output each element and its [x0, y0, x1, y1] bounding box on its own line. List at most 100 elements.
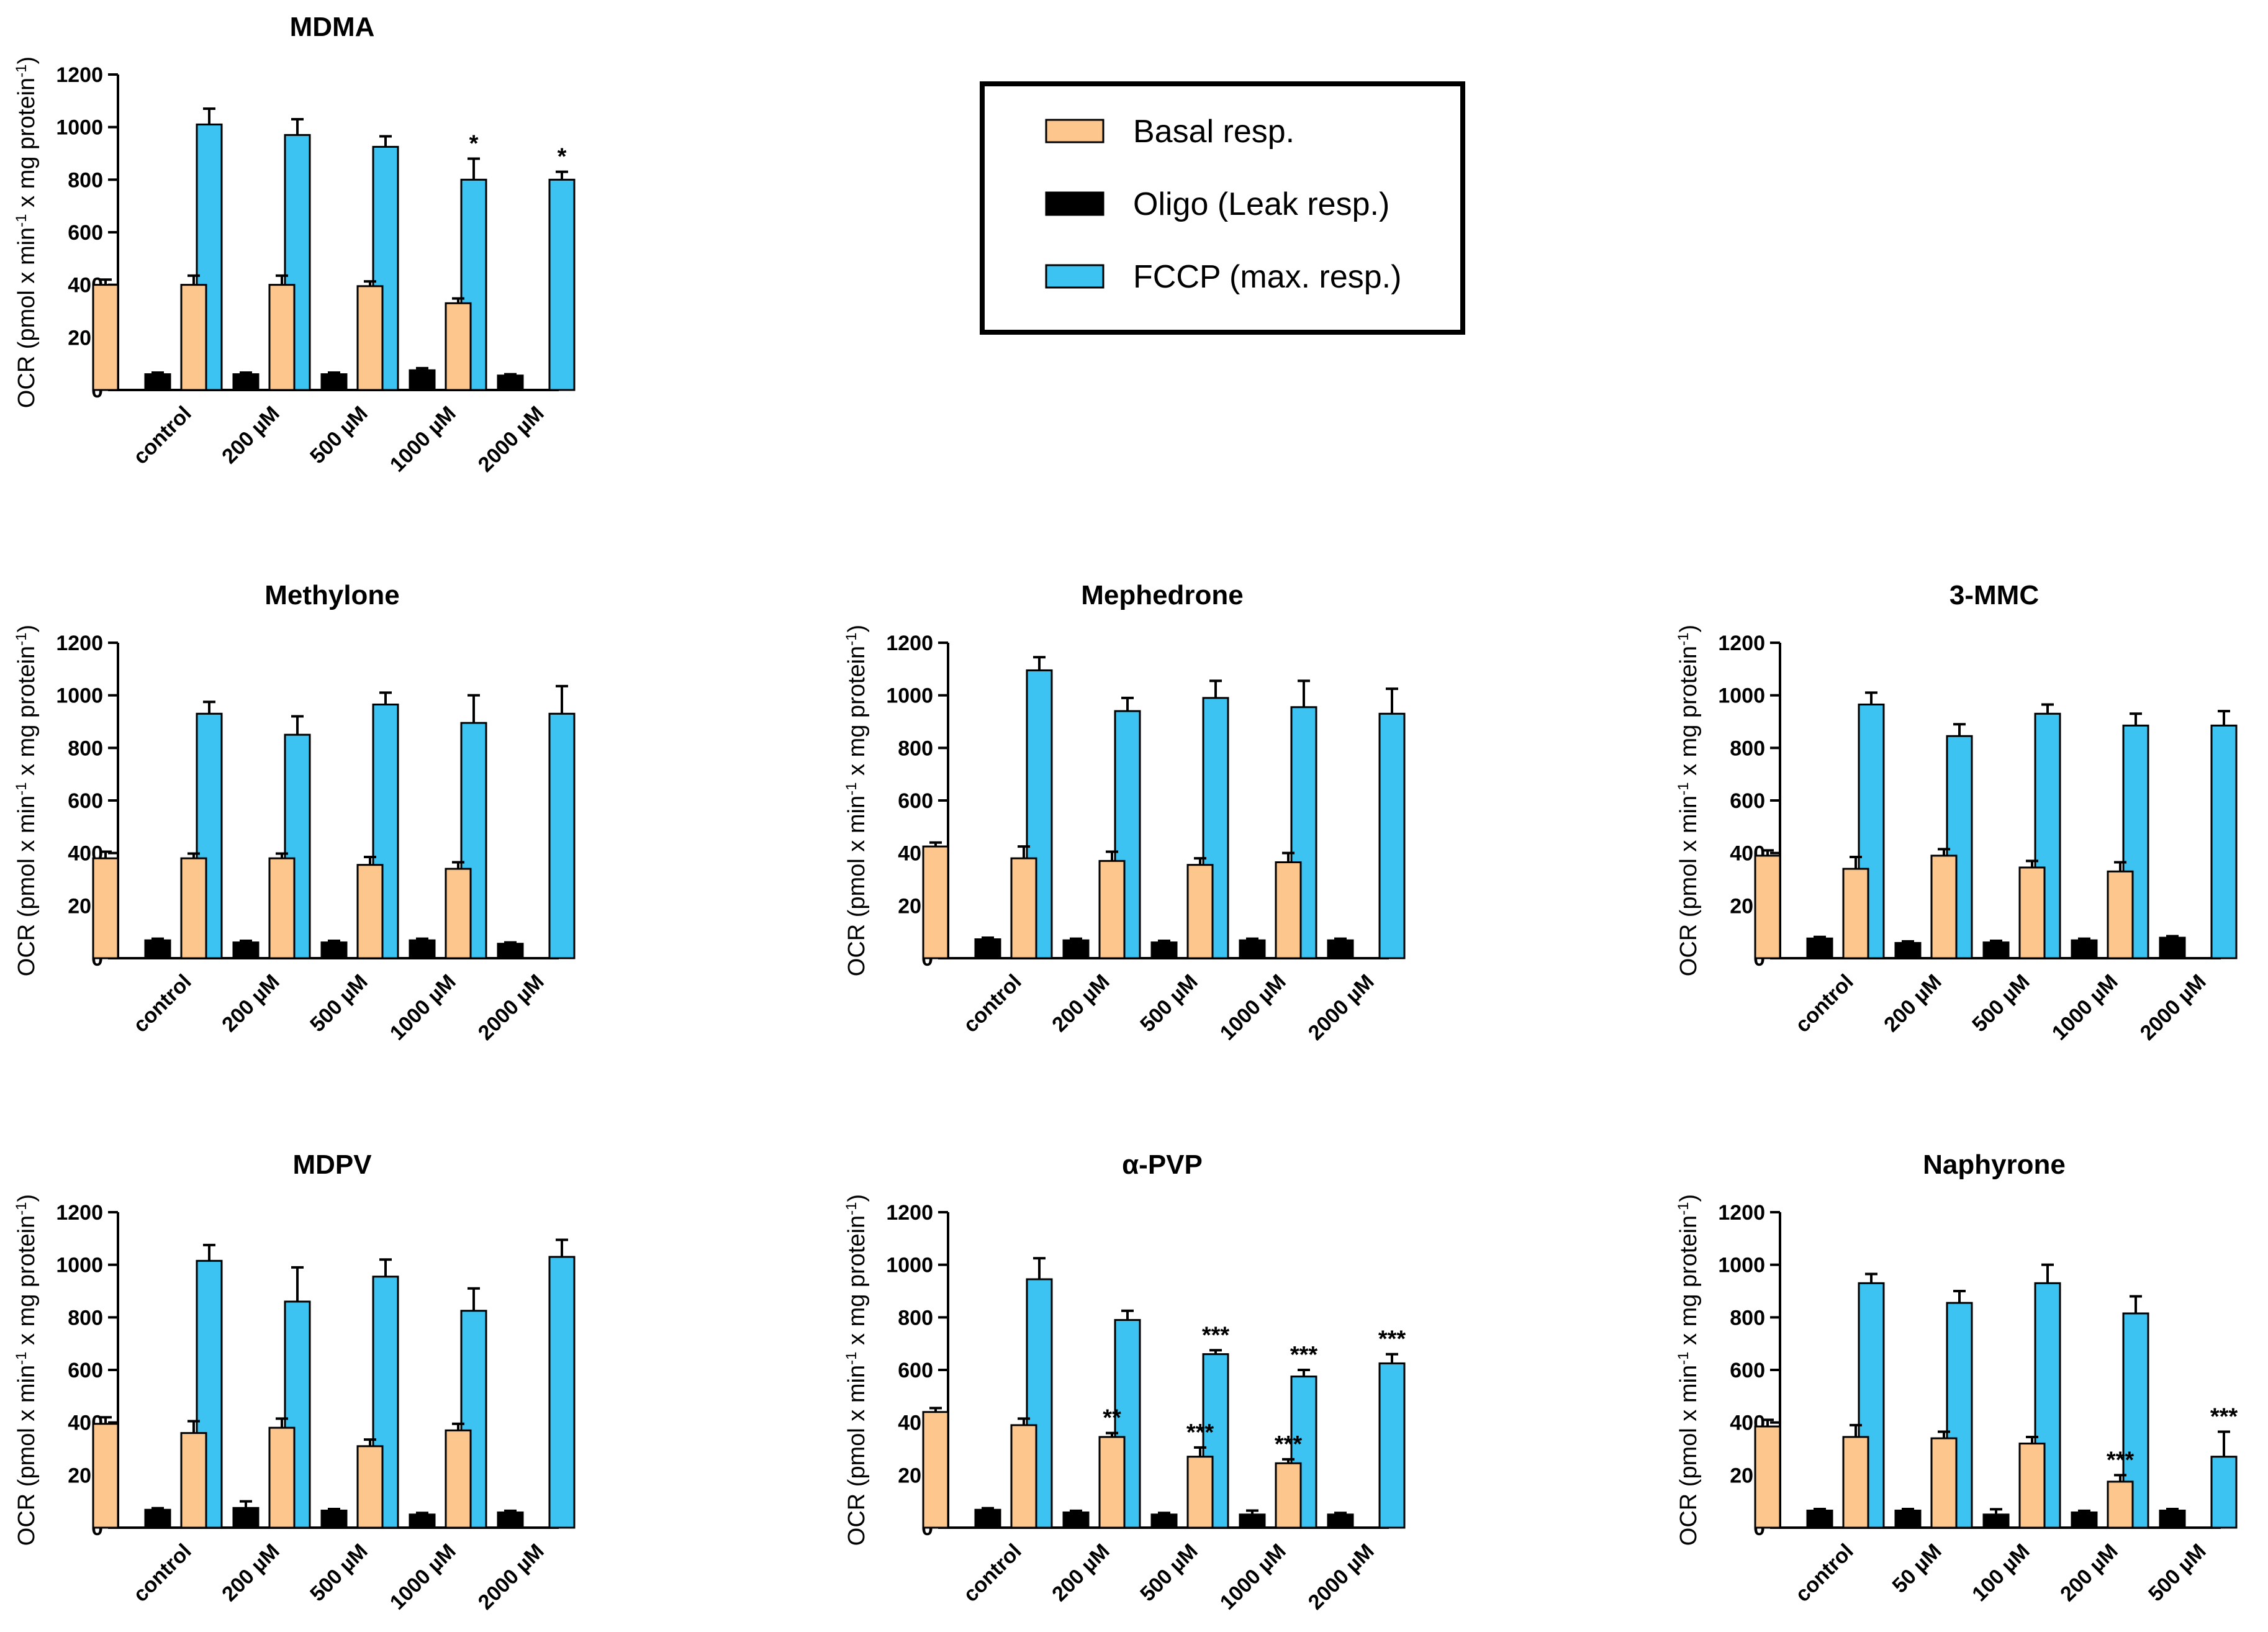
significance-label: ***	[2210, 1403, 2238, 1430]
x-tick-label: 200 µM	[1047, 1539, 1114, 1607]
y-tick-label: 1000	[56, 116, 103, 140]
y-tick-label: 1200	[886, 632, 933, 655]
bar-basal	[1098, 859, 1126, 959]
bar-oligo	[1062, 939, 1090, 959]
y-tick-label: 600	[68, 221, 103, 245]
bar-basal	[2018, 1443, 2046, 1529]
y-axis-label: OCR (pmol x min-1 x mg protein-1)	[843, 625, 870, 976]
bar-fccp	[1378, 712, 1406, 959]
x-tick-label: 200 µM	[217, 402, 284, 469]
bar-basal	[1754, 855, 1781, 959]
y-tick-label: 800	[1730, 1306, 1765, 1330]
bar-oligo	[320, 1509, 348, 1529]
bar-basal	[1842, 1436, 1869, 1529]
y-tick-label: 800	[68, 1306, 103, 1330]
bar-oligo	[1806, 937, 1833, 959]
x-tick-label: 500 µM	[1136, 1539, 1203, 1607]
bar-oligo	[1894, 941, 1922, 959]
bar-basal	[1186, 864, 1214, 959]
bar-basal	[2107, 1480, 2134, 1529]
bar-fccp	[548, 712, 576, 959]
legend-label-basal: Basal resp.	[1133, 114, 1294, 150]
bar-basal	[356, 864, 384, 959]
y-tick-label: 800	[68, 737, 103, 760]
x-tick-label: 500 µM	[305, 1539, 373, 1607]
bar-oligo	[409, 369, 436, 391]
bar-oligo	[232, 941, 260, 959]
bar-oligo	[1806, 1509, 1833, 1529]
bar-basal	[180, 1432, 207, 1529]
bar-oligo	[320, 941, 348, 959]
chart-panel: Methylone OCR (pmol x min-1 x mg protein-…	[13, 580, 576, 1045]
bar-oligo	[1239, 939, 1266, 959]
x-tick-label: 1000 µM	[386, 1539, 461, 1615]
bar-basal	[445, 1429, 472, 1529]
x-tick-label: control	[1791, 970, 1858, 1037]
x-tick-label: 1000 µM	[1216, 1539, 1291, 1615]
bar-fccp	[548, 178, 576, 391]
y-tick-label: 800	[1730, 737, 1765, 760]
x-tick-label: 200 µM	[217, 1539, 284, 1607]
significance-label: ***	[1202, 1322, 1230, 1348]
bar-oligo	[2159, 936, 2186, 959]
x-tick-label: control	[959, 970, 1026, 1037]
y-tick-label: 1200	[56, 63, 103, 87]
bar-basal	[922, 1411, 949, 1529]
bar-oligo	[1982, 1513, 2010, 1529]
x-tick-label: 1000 µM	[1216, 970, 1291, 1045]
bar-oligo	[144, 1508, 171, 1529]
bar-oligo	[1327, 939, 1354, 959]
bar-oligo	[974, 938, 1001, 959]
bar-oligo	[2071, 939, 2098, 959]
x-tick-label: 500 µM	[305, 970, 373, 1037]
bar-basal	[1010, 857, 1037, 959]
bar-basal	[92, 857, 119, 959]
x-tick-label: 200 µM	[217, 970, 284, 1037]
y-tick-label: 600	[898, 789, 933, 813]
y-tick-label: 1000	[886, 1254, 933, 1277]
bar-oligo	[974, 1508, 1001, 1529]
bar-basal	[1930, 1437, 1958, 1529]
x-tick-label: 2000 µM	[474, 402, 549, 477]
chart-title: Naphyrone	[1923, 1149, 2066, 1180]
bar-basal	[1275, 861, 1302, 959]
significance-label: *	[558, 144, 567, 170]
y-tick-label: 1200	[56, 1201, 103, 1225]
x-tick-label: 1000 µM	[2048, 970, 2123, 1045]
x-tick-label: 1000 µM	[386, 970, 461, 1045]
bar-basal	[92, 284, 119, 391]
y-tick-label: 1200	[56, 632, 103, 655]
significance-label: ***	[1275, 1431, 1303, 1457]
x-tick-label: 50 µM	[1887, 1539, 1946, 1598]
bar-fccp	[548, 1256, 576, 1529]
x-tick-label: 100 µM	[1968, 1539, 2035, 1607]
chart-title: α-PVP	[1122, 1149, 1203, 1180]
bar-oligo	[320, 373, 348, 391]
bar-oligo	[497, 1511, 524, 1529]
significance-label: ***	[1186, 1420, 1214, 1446]
y-axis-label: OCR (pmol x min-1 x mg protein-1)	[1675, 625, 1702, 976]
x-tick-label: 500 µM	[1136, 970, 1203, 1037]
legend-swatch-fccp	[1045, 264, 1105, 289]
bar-oligo	[1150, 941, 1178, 959]
bar-basal	[268, 284, 296, 391]
legend: Basal resp. Oligo (Leak resp.) FCCP (max. …	[980, 81, 1465, 335]
y-tick-label: 1200	[886, 1201, 933, 1225]
bar-oligo	[144, 373, 171, 391]
bar-basal	[92, 1423, 119, 1529]
bar-oligo	[497, 374, 524, 391]
y-tick-label: 600	[68, 1359, 103, 1382]
chart-panel: Naphyrone OCR (pmol x min-1 x mg protein-…	[1675, 1149, 2238, 1607]
legend-label-oligo: Oligo (Leak resp.)	[1133, 186, 1389, 222]
x-tick-label: control	[1791, 1539, 1858, 1607]
y-axis-label: OCR (pmol x min-1 x mg protein-1)	[843, 1194, 870, 1546]
x-tick-label: 2000 µM	[474, 970, 549, 1045]
x-tick-label: control	[129, 970, 196, 1037]
bar-oligo	[1982, 941, 2010, 959]
bar-fccp	[2210, 1456, 2238, 1529]
bar-basal	[445, 302, 472, 391]
